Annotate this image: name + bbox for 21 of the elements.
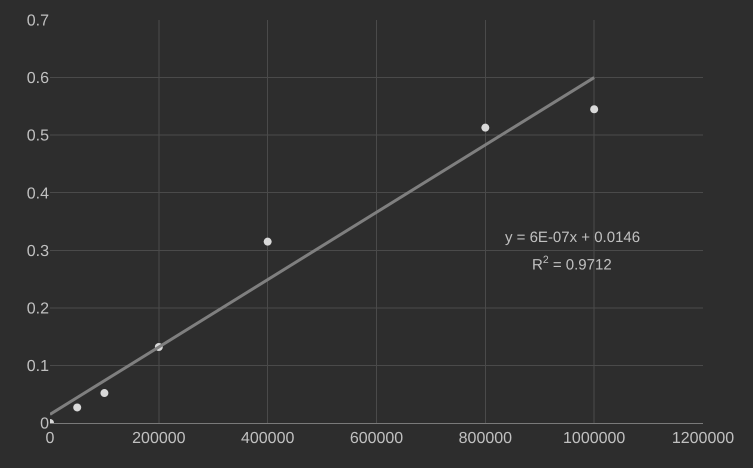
y-tick-label: 0.6 [26, 70, 50, 88]
point [100, 389, 108, 398]
y-tick-label: 0.5 [26, 128, 50, 145]
annotation: R$^{2}$ = 0.9712 [532, 254, 612, 274]
y-tick-label: 0.4 [26, 185, 50, 202]
x-tick-label: 400000 [240, 430, 294, 448]
x-tick-label: 600000 [350, 430, 404, 448]
x-tick-label: 1200000 [672, 430, 734, 448]
point [73, 403, 82, 412]
x-tick-label: 800000 [458, 430, 512, 448]
y-tick-label: 0.7 [26, 12, 50, 30]
point [590, 105, 598, 114]
y-tick-label: 0.2 [26, 300, 50, 318]
x-tick-label: 200000 [132, 430, 186, 448]
x-tick-label: 1000000 [563, 430, 626, 448]
y-tick-label: 0.1 [26, 358, 50, 376]
point [481, 124, 490, 132]
y-tick-label: 0.3 [26, 242, 50, 260]
y-tick-label: 0 [40, 416, 50, 433]
point [264, 238, 272, 246]
annotation: y = 6E-07x + 0.0146 [505, 229, 640, 246]
